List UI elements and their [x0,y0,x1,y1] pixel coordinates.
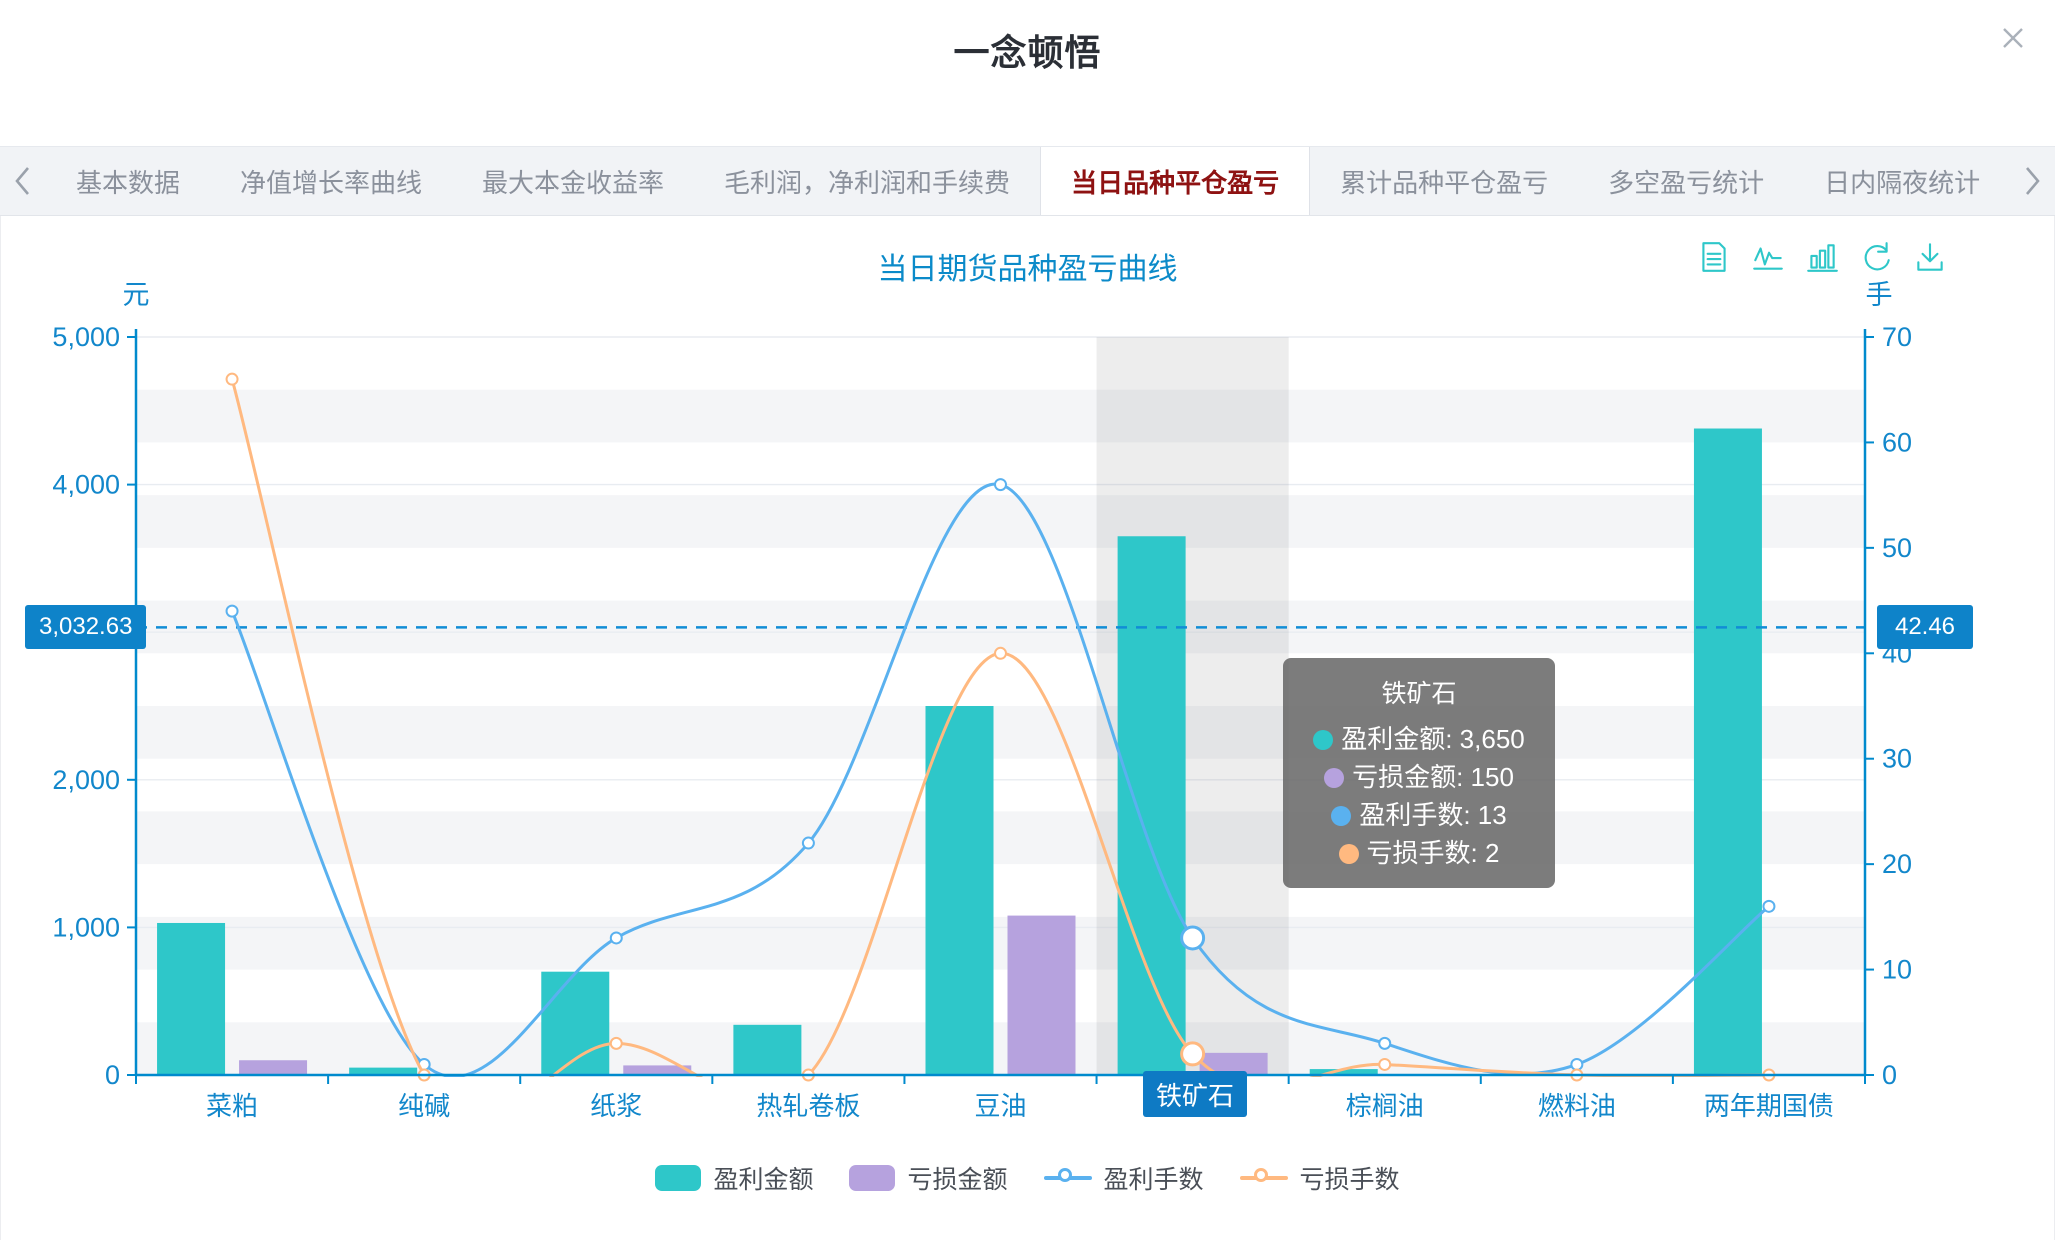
tabs-strip: 基本数据 净值增长率曲线 最大本金收益率 毛利润，净利润和手续费 当日品种平仓盈亏 累计品… [46,147,2009,215]
chart-panel: 当日期货品种盈亏曲线 0 1,000 2,000 4,000 5,000 0 10 20 30 4… [0,216,2055,1240]
legend-label: 盈利金额 [713,1166,814,1194]
legend-label: 亏损手数 [1299,1166,1400,1194]
legend-label: 盈利手数 [1103,1166,1204,1194]
right-axis-tick-label: 60 [1882,427,1912,457]
x-axis-label-豆油[interactable]: 豆油 [974,1091,1026,1121]
legend-item-盈利手数[interactable]: 盈利手数 [1043,1160,1204,1196]
data-view-icon[interactable] [1695,238,1733,276]
marker-亏损手数-豆油[interactable] [994,646,1007,660]
bar-chart-icon[interactable] [1803,238,1841,276]
markline-left-value-badge: 3,032.63 [25,605,147,649]
x-axis-label-棕榈油[interactable]: 棕榈油 [1346,1091,1424,1121]
left-axis-tick-label: 5,000 [52,322,120,352]
x-axis-label-燃料油[interactable]: 燃料油 [1538,1091,1616,1121]
right-axis-name: 手 [1866,280,1893,310]
markline-right-value-badge: 42.46 [1877,605,1973,649]
x-axis-label-菜粕[interactable]: 菜粕 [206,1091,258,1121]
legend-item-亏损手数[interactable]: 亏损手数 [1239,1160,1400,1196]
left-axis-tick-label: 4,000 [52,470,120,500]
right-axis-tick-label: 0 [1882,1060,1897,1090]
left-axis-tick-label: 1,000 [52,912,120,942]
series-line-盈利手数[interactable] [225,478,1776,1077]
marker-盈利手数-棕榈油[interactable] [1378,1036,1392,1050]
tab-4[interactable]: 毛利润，净利润和手续费 [724,167,1011,198]
legend-item-盈利金额[interactable]: 盈利金额 [655,1160,813,1196]
tab-3[interactable]: 最大本金收益率 [482,167,665,198]
bar-盈利金额-热轧卷板[interactable] [733,1024,802,1075]
split-area-bands [136,389,1865,1075]
bar-盈利金额-棕榈油[interactable] [1309,1069,1378,1075]
bar-亏损金额-纸浆[interactable] [623,1065,692,1075]
legend-label: 亏损金额 [907,1166,1008,1194]
marker-亏损手数-菜粕[interactable] [225,372,239,386]
close-icon[interactable] [1995,22,2031,58]
page-title: 一念顿悟 [953,32,1102,73]
right-axis-tick-label: 50 [1882,533,1912,563]
left-axis-tick-label: 0 [105,1060,120,1090]
chart-toolbox [1695,238,1949,276]
right-axis-tick-label: 20 [1882,849,1912,879]
marker-盈利手数-铁矿石[interactable] [1180,925,1206,951]
bar-亏损金额-铁矿石[interactable] [1199,1052,1268,1075]
tab-2[interactable]: 净值增长率曲线 [240,167,423,198]
left-axis-tick-label: 2,000 [52,765,120,795]
marker-亏损手数-铁矿石[interactable] [1180,1041,1206,1067]
left-axis-name: 元 [123,280,150,310]
bar-盈利金额-纯碱[interactable] [349,1067,418,1075]
tab-bar: 基本数据 净值增长率曲线 最大本金收益率 毛利润，净利润和手续费 当日品种平仓盈亏 累计品… [0,146,2055,216]
line-chart-icon[interactable] [1749,238,1787,276]
marker-盈利手数-菜粕[interactable] [225,604,239,618]
series-bars-亏损金额[interactable] [239,915,1268,1075]
right-axis-tick-label: 70 [1882,322,1912,352]
tab-8[interactable]: 日内隔夜统计 [1824,167,1981,198]
x-axis-label-纸浆[interactable]: 纸浆 [590,1091,642,1121]
bar-盈利金额-铁矿石[interactable] [1117,536,1186,1075]
bar-盈利金额-豆油[interactable] [925,706,994,1075]
tab-5[interactable]: 当日品种平仓盈亏 [1040,147,1311,215]
marker-亏损手数-纸浆[interactable] [609,1036,623,1050]
right-axis-tick-label: 30 [1882,744,1912,774]
refresh-icon[interactable] [1857,238,1895,276]
legend-swatch [655,1165,702,1191]
legend-line-marker [1239,1165,1288,1191]
legend-line-marker [1043,1165,1092,1191]
marker-盈利手数-燃料油[interactable] [1570,1057,1584,1071]
bar-盈利金额-两年期国债[interactable] [1693,428,1762,1076]
window-header: 一念顿悟 [0,0,2055,146]
tab-1[interactable]: 基本数据 [76,167,181,198]
x-axis-label-两年期国债[interactable]: 两年期国债 [1704,1091,1834,1121]
highlighted-category-label: 铁矿石 [1143,1071,1247,1117]
tabs-next-icon[interactable] [2009,147,2055,215]
tab-7[interactable]: 多空盈亏统计 [1608,167,1765,198]
download-icon[interactable] [1911,238,1949,276]
tabs-prev-icon[interactable] [0,147,46,215]
bar-亏损金额-豆油[interactable] [1007,915,1076,1075]
right-axis-tick-label: 10 [1882,955,1912,985]
marker-盈利手数-两年期国债[interactable] [1762,899,1776,913]
legend-item-亏损金额[interactable]: 亏损金额 [849,1160,1008,1196]
chart-title: 当日期货品种盈亏曲线 [877,253,1178,286]
marker-盈利手数-热轧卷板[interactable] [801,836,815,850]
series-bars-盈利金额[interactable] [157,428,1762,1076]
chart-legend: 盈利金额 亏损金额 盈利手数 亏损手数 [1,1160,2054,1196]
bar-盈利金额-菜粕[interactable] [157,922,226,1075]
bar-亏损金额-菜粕[interactable] [239,1060,308,1075]
legend-swatch [849,1165,896,1191]
marker-亏损手数-棕榈油[interactable] [1378,1057,1392,1071]
x-axis-label-热轧卷板[interactable]: 热轧卷板 [756,1091,860,1121]
tab-6[interactable]: 累计品种平仓盈亏 [1340,167,1549,198]
x-axis-label-纯碱[interactable]: 纯碱 [398,1091,450,1121]
marker-盈利手数-纸浆[interactable] [609,931,623,945]
marker-盈利手数-豆油[interactable] [994,478,1007,492]
